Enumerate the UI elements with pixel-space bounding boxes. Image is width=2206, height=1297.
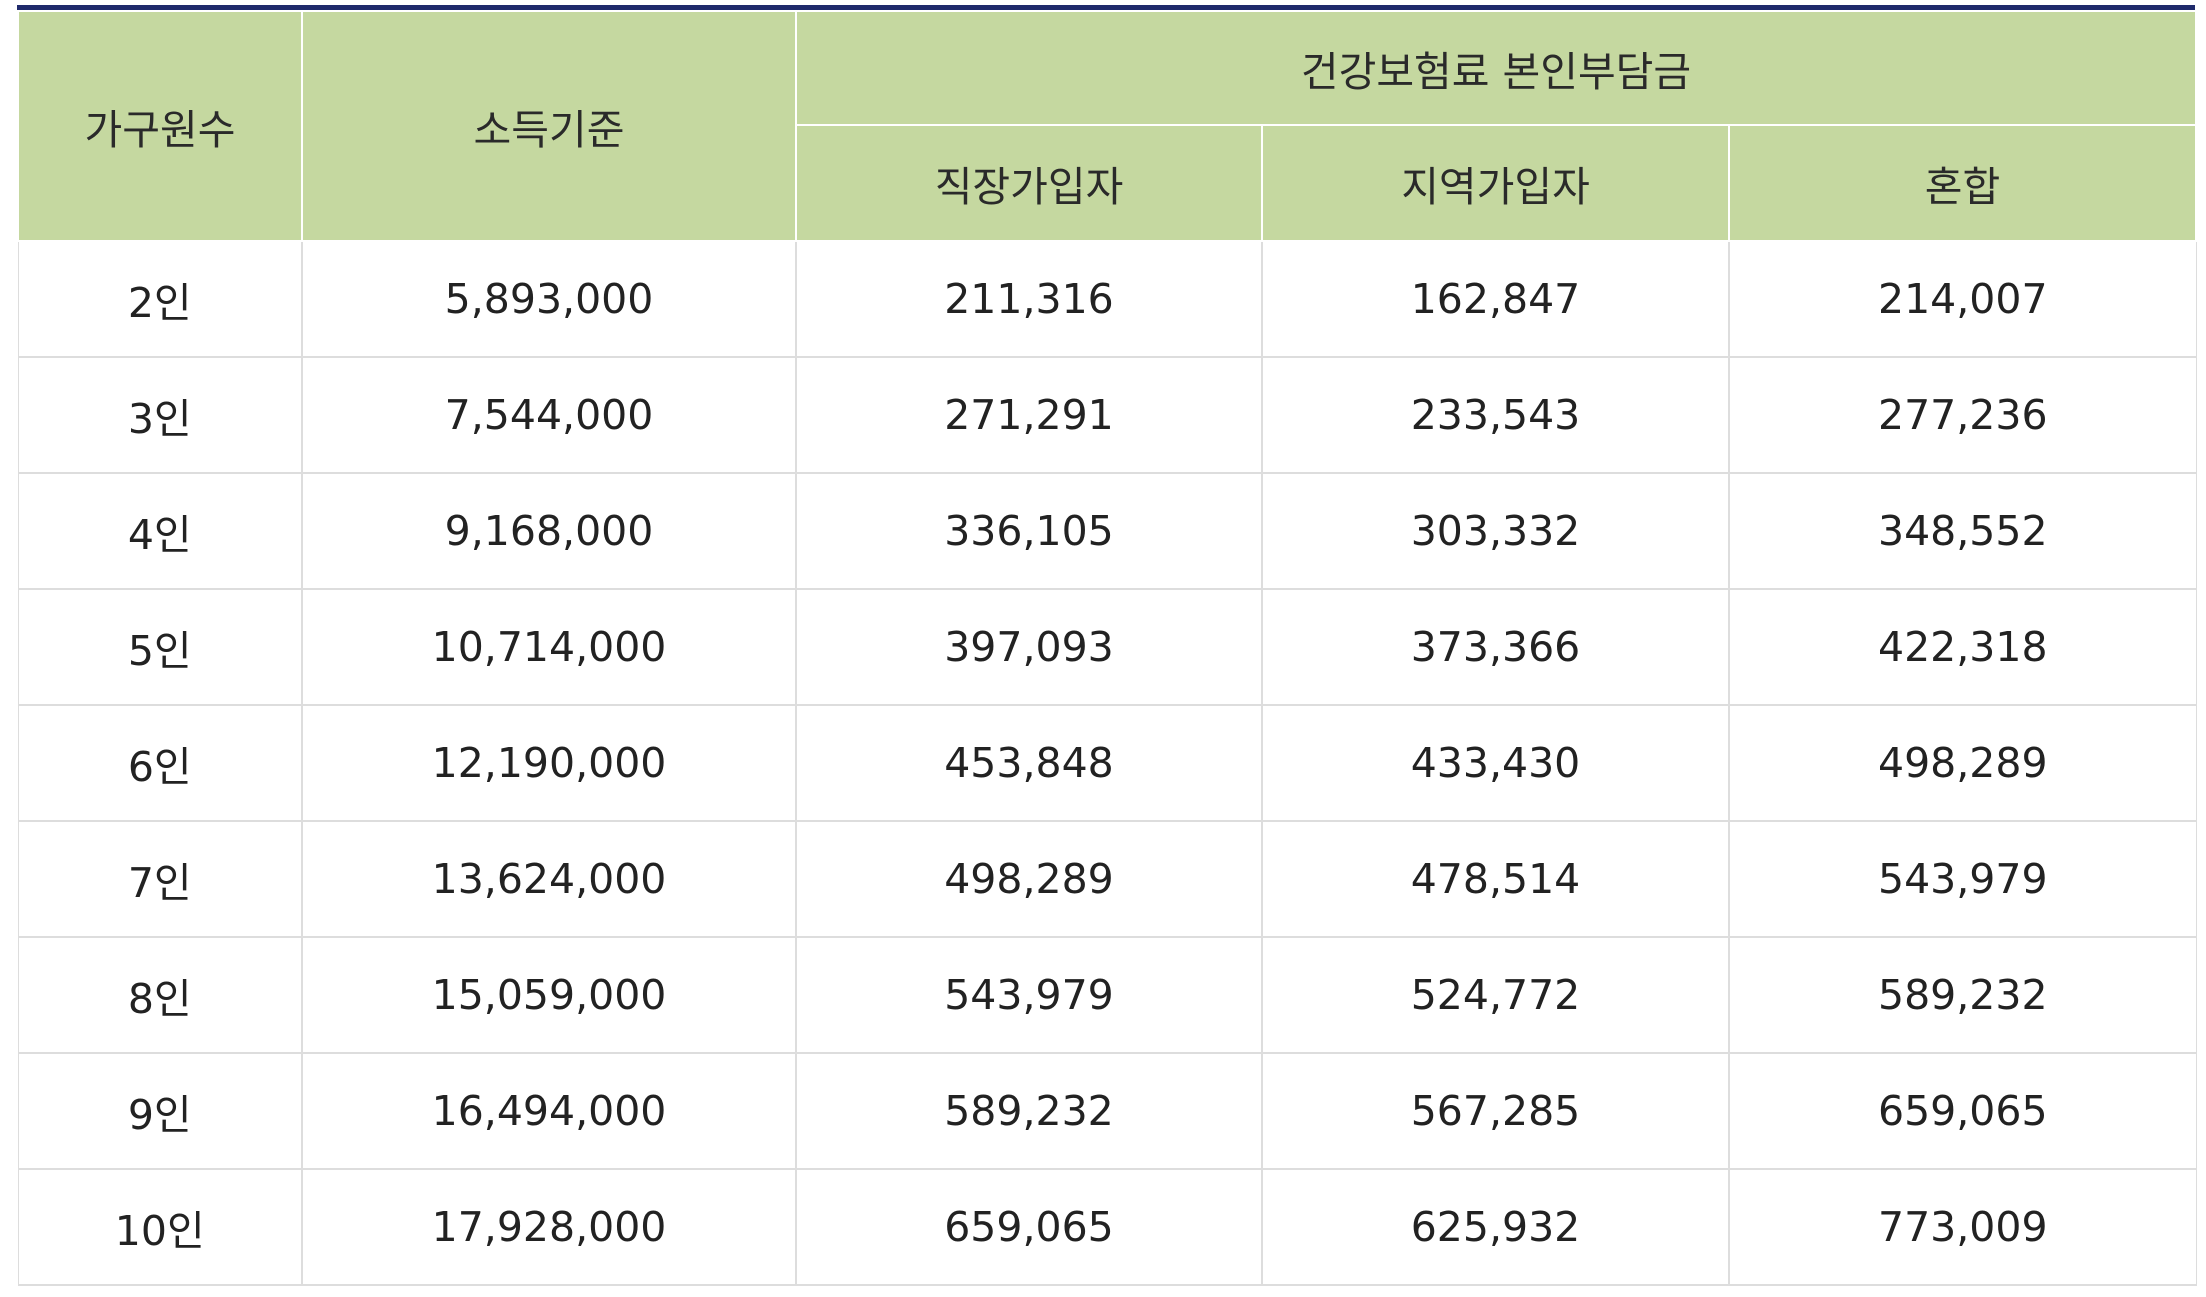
cell-regional: 433,430 — [1261, 705, 1730, 822]
cell-income: 5,893,000 — [301, 241, 797, 358]
table-body: 2인 5,893,000 211,316 162,847 214,007 3인 … — [17, 241, 2197, 1286]
table-top-rule — [17, 5, 2195, 10]
cell-household: 7인 — [17, 821, 303, 938]
header-mixed: 혼합 — [1727, 124, 2198, 242]
cell-regional: 567,285 — [1261, 1053, 1730, 1170]
cell-income: 7,544,000 — [301, 357, 797, 474]
cell-income: 10,714,000 — [301, 589, 797, 706]
table-row: 6인 12,190,000 453,848 433,430 498,289 — [17, 705, 2197, 822]
cell-employee: 543,979 — [795, 937, 1263, 1054]
header-regional: 지역가입자 — [1261, 124, 1730, 242]
cell-income: 16,494,000 — [301, 1053, 797, 1170]
cell-mixed: 543,979 — [1727, 821, 2197, 938]
cell-employee: 659,065 — [795, 1169, 1263, 1286]
table-row: 2인 5,893,000 211,316 162,847 214,007 — [17, 241, 2197, 358]
cell-regional: 478,514 — [1261, 821, 1730, 938]
cell-mixed: 773,009 — [1727, 1169, 2197, 1286]
table-row: 8인 15,059,000 543,979 524,772 589,232 — [17, 937, 2197, 1054]
header-row: 가구원수 소득기준 건강보험료 본인부담금 — [17, 10, 2198, 242]
table-row: 9인 16,494,000 589,232 567,285 659,065 — [17, 1053, 2197, 1170]
cell-mixed: 214,007 — [1727, 241, 2197, 358]
cell-mixed: 589,232 — [1727, 937, 2197, 1054]
cell-regional: 373,366 — [1261, 589, 1730, 706]
cell-household: 3인 — [17, 357, 303, 474]
cell-regional: 162,847 — [1261, 241, 1730, 358]
cell-employee: 336,105 — [795, 473, 1263, 590]
cell-income: 13,624,000 — [301, 821, 797, 938]
table-row: 10인 17,928,000 659,065 625,932 773,009 — [17, 1169, 2197, 1286]
cell-household: 6인 — [17, 705, 303, 822]
cell-mixed: 659,065 — [1727, 1053, 2197, 1170]
table-row: 3인 7,544,000 271,291 233,543 277,236 — [17, 357, 2197, 474]
cell-income: 9,168,000 — [301, 473, 797, 590]
cell-mixed: 498,289 — [1727, 705, 2197, 822]
table-row: 4인 9,168,000 336,105 303,332 348,552 — [17, 473, 2197, 590]
header-subrow: 직장가입자 지역가입자 혼합 — [18, 124, 2198, 242]
table-row: 5인 10,714,000 397,093 373,366 422,318 — [17, 589, 2197, 706]
cell-household: 10인 — [17, 1169, 303, 1286]
cell-employee: 211,316 — [795, 241, 1263, 358]
cell-regional: 524,772 — [1261, 937, 1730, 1054]
cell-employee: 397,093 — [795, 589, 1263, 706]
cell-household: 8인 — [17, 937, 303, 1054]
cell-mixed: 277,236 — [1727, 357, 2197, 474]
cell-regional: 233,543 — [1261, 357, 1730, 474]
cell-household: 2인 — [17, 241, 303, 358]
table-row: 7인 13,624,000 498,289 478,514 543,979 — [17, 821, 2197, 938]
cell-mixed: 348,552 — [1727, 473, 2197, 590]
cell-household: 4인 — [17, 473, 303, 590]
table-header: 가구원수 소득기준 건강보험료 본인부담금 직장가입자 지역가입자 혼합 — [17, 10, 2198, 242]
header-household: 가구원수 — [17, 10, 303, 242]
cell-household: 9인 — [17, 1053, 303, 1170]
premium-table-container: 가구원수 소득기준 건강보험료 본인부담금 직장가입자 지역가입자 혼합 2인 … — [17, 5, 2198, 1286]
premium-table: 가구원수 소득기준 건강보험료 본인부담금 직장가입자 지역가입자 혼합 2인 … — [17, 10, 2198, 1286]
cell-income: 17,928,000 — [301, 1169, 797, 1286]
cell-income: 12,190,000 — [301, 705, 797, 822]
cell-employee: 498,289 — [795, 821, 1263, 938]
cell-regional: 625,932 — [1261, 1169, 1730, 1286]
cell-income: 15,059,000 — [301, 937, 797, 1054]
header-employee: 직장가입자 — [795, 124, 1263, 242]
cell-regional: 303,332 — [1261, 473, 1730, 590]
cell-employee: 589,232 — [795, 1053, 1263, 1170]
cell-mixed: 422,318 — [1727, 589, 2197, 706]
cell-household: 5인 — [17, 589, 303, 706]
header-premium-group: 건강보험료 본인부담금 — [794, 10, 2198, 126]
cell-employee: 453,848 — [795, 705, 1263, 822]
header-income: 소득기준 — [301, 10, 797, 242]
cell-employee: 271,291 — [795, 357, 1263, 474]
